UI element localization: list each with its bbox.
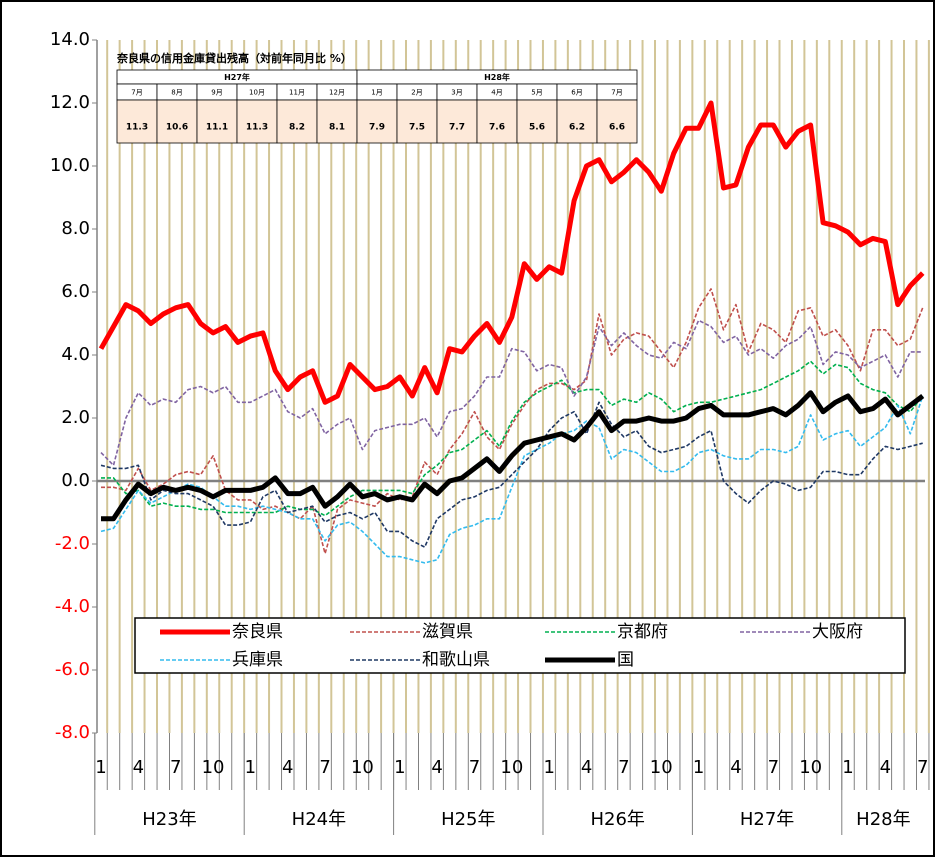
x-tick-label: 10 (650, 757, 673, 778)
year-label: H24年 (292, 809, 346, 830)
x-tick-label: 1 (543, 757, 554, 778)
legend-label: 京都府 (617, 622, 668, 642)
inset-value: 6.2 (569, 123, 585, 133)
inset-value-cell (316, 99, 358, 144)
x-tick-label: 4 (880, 757, 891, 778)
series-line (100, 395, 924, 564)
series-line (98, 100, 925, 405)
inset-month: 3月 (451, 89, 462, 97)
x-tick-label: 1 (842, 757, 853, 778)
inset-group: H28年 (484, 72, 510, 82)
x-tick-label: 7 (319, 757, 330, 778)
y-tick-label: 4.0 (61, 344, 90, 365)
year-label: H26年 (590, 809, 644, 830)
legend-label: 国 (617, 650, 634, 670)
x-tick-label: 1 (693, 757, 704, 778)
inset-month: 7月 (131, 89, 142, 97)
y-tick-label: -8.0 (55, 722, 90, 743)
x-tick-label: 7 (768, 757, 779, 778)
series-line (101, 288, 924, 555)
y-tick-label: -4.0 (55, 596, 90, 617)
inset-title: 奈良県の信用金庫貸出残高（対前年同月比 %） (116, 51, 352, 65)
inset-month: 6月 (571, 89, 582, 97)
legend (134, 617, 906, 674)
inset-value-cell (196, 99, 238, 144)
series-line (100, 401, 923, 548)
x-tick-label: 10 (500, 757, 523, 778)
inset-value-cell (436, 99, 478, 144)
inset-group: H27年 (224, 72, 250, 82)
y-tick-label: -6.0 (55, 659, 90, 680)
series-line (101, 360, 924, 517)
y-tick-label: 2.0 (61, 407, 90, 428)
x-tick-label: 10 (202, 757, 225, 778)
x-tick-label: 4 (431, 757, 442, 778)
x-tick-label: 7 (469, 757, 480, 778)
inset-month: 4月 (491, 89, 502, 97)
inset-value-cell (556, 99, 598, 144)
y-tick-label: 6.0 (61, 281, 90, 302)
inset-value: 7.9 (369, 123, 385, 133)
x-tick-label: 1 (394, 757, 405, 778)
inset-value-cell (596, 99, 638, 144)
x-tick-label: 7 (618, 757, 629, 778)
inset-value: 6.6 (609, 123, 625, 133)
legend-label: 大阪府 (812, 622, 863, 642)
x-tick-label: 7 (170, 757, 181, 778)
inset-value-cell (156, 99, 198, 144)
inset-month: 5月 (531, 89, 542, 97)
y-tick-label: 10.0 (50, 155, 90, 176)
inset-value: 11.3 (246, 123, 268, 133)
inset-month: 11月 (289, 89, 305, 97)
inset-value-cell (276, 99, 318, 144)
inset-value: 7.6 (489, 123, 505, 133)
legend-label: 奈良県 (232, 622, 283, 642)
x-tick-label: 1 (245, 757, 256, 778)
inset-month: 10月 (249, 89, 265, 97)
inset-value: 8.2 (289, 123, 305, 133)
inset-value: 7.7 (449, 123, 465, 133)
legend-label: 滋賀県 (422, 622, 473, 642)
inset-value-cell (356, 99, 398, 144)
inset-value-cell (516, 99, 558, 144)
x-tick-label: 4 (730, 757, 741, 778)
y-tick-label: 14.0 (50, 29, 90, 50)
legend-label: 和歌山県 (422, 650, 490, 670)
x-tick-label: 10 (351, 757, 374, 778)
inset-value: 10.6 (166, 123, 188, 133)
inset-value-cell (116, 99, 158, 144)
inset-value-cell (476, 99, 518, 144)
year-label: H28年 (856, 809, 910, 830)
y-tick-label: 12.0 (50, 92, 90, 113)
x-tick-label: 4 (282, 757, 293, 778)
x-tick-label: 1 (95, 757, 106, 778)
inset-month: 9月 (211, 89, 222, 97)
x-tick-label: 7 (917, 757, 928, 778)
x-tick-label: 4 (581, 757, 592, 778)
legend-label: 兵庫県 (232, 650, 283, 670)
inset-value: 8.1 (329, 123, 345, 133)
inset-month: 8月 (171, 89, 182, 97)
x-tick-label: 10 (799, 757, 822, 778)
inset-value: 5.6 (529, 123, 545, 133)
inset-value: 11.1 (206, 123, 228, 133)
year-label: H23年 (142, 809, 196, 830)
series-line (100, 319, 923, 467)
inset-month: 7月 (611, 89, 622, 97)
inset-value: 11.3 (126, 123, 148, 133)
year-label: H27年 (740, 809, 794, 830)
inset-month: 12月 (329, 89, 345, 97)
inset-value: 7.5 (409, 123, 425, 133)
y-tick-label: 0.0 (61, 470, 90, 491)
series-line (101, 390, 925, 522)
y-tick-label: 8.0 (61, 218, 90, 239)
x-tick-label: 4 (133, 757, 144, 778)
inset-value-cell (236, 99, 278, 144)
inset-value-cell (396, 99, 438, 144)
y-tick-label: -2.0 (55, 533, 90, 554)
inset-month: 2月 (411, 89, 422, 97)
year-label: H25年 (441, 809, 495, 830)
inset-month: 1月 (371, 89, 382, 97)
